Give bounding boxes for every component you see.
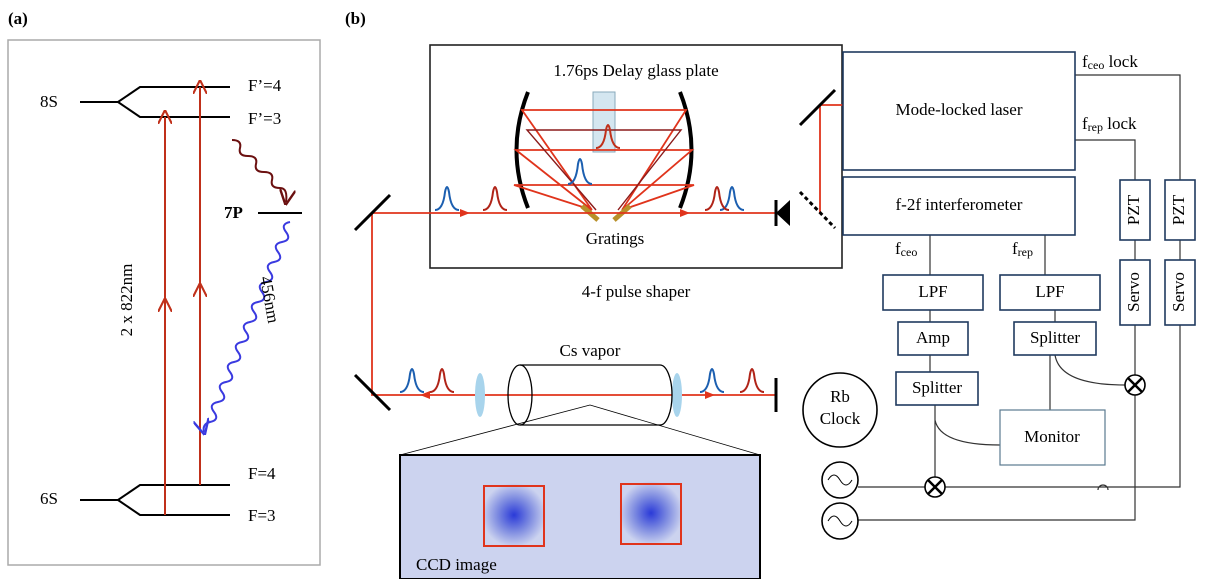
level-label: F’=3: [248, 109, 281, 128]
figure: (a) 8S F’=4 F’=3 7P 6S F=4 F=3 2 x 822nm…: [0, 0, 1208, 579]
state-label: 6S: [40, 489, 58, 508]
lpf-label: LPF: [918, 282, 947, 301]
plate-label: 1.76ps Delay glass plate: [553, 61, 718, 80]
rep-lock-label: frep lock: [1082, 114, 1137, 134]
glass-plate: [593, 92, 615, 152]
ccd-label: CCD image: [416, 555, 497, 574]
ceo-label: fceo: [895, 239, 917, 259]
state-label: 8S: [40, 92, 58, 111]
pzt-label: PZT: [1124, 194, 1143, 225]
splitter-label: Splitter: [1030, 328, 1080, 347]
excitation-label: 2 x 822nm: [117, 264, 136, 337]
clock-label: Clock: [820, 409, 861, 428]
splitter-label: Splitter: [912, 378, 962, 397]
panel-label: (b): [345, 9, 366, 28]
clock-label: Rb: [830, 387, 850, 406]
monitor-label: Monitor: [1024, 427, 1080, 446]
gratings-label: Gratings: [586, 229, 645, 248]
shaper-label: 4-f pulse shaper: [582, 282, 691, 301]
panel-label: (a): [8, 9, 28, 28]
amp-label: Amp: [916, 328, 950, 347]
interferometer-label: f-2f interferometer: [896, 195, 1023, 214]
level-label: F=3: [248, 506, 276, 525]
laser-label: Mode-locked laser: [896, 100, 1023, 119]
servo-label: Servo: [1169, 272, 1188, 312]
emission-label: 456nm: [256, 275, 283, 325]
lpf-label: LPF: [1035, 282, 1064, 301]
level-label: F’=4: [248, 76, 282, 95]
level-label: F=4: [248, 464, 276, 483]
servo-label: Servo: [1124, 272, 1143, 312]
pzt-label: PZT: [1169, 194, 1188, 225]
ceo-lock-label: fceo lock: [1082, 52, 1138, 72]
rep-label: frep: [1012, 239, 1033, 259]
vapor-label: Cs vapor: [560, 341, 621, 360]
state-label: 7P: [224, 203, 243, 222]
